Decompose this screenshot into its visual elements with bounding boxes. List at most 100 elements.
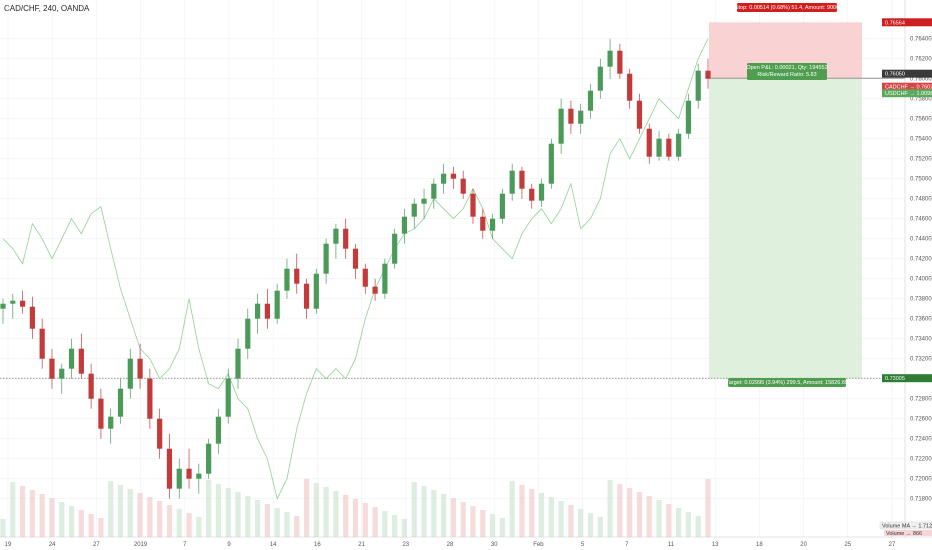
volume-bar <box>186 513 192 537</box>
volume-bar <box>39 494 45 537</box>
volume-bar <box>685 512 692 537</box>
y-tick-label: 0.72800 <box>910 397 932 403</box>
volume-bar <box>254 500 261 537</box>
candle <box>323 238 329 284</box>
candle <box>10 293 16 319</box>
x-tick-label: 21 <box>358 542 365 548</box>
candle <box>127 348 133 399</box>
position-label: Risk/Reward Ratio: 5.83 <box>757 72 816 78</box>
volume-bar <box>382 511 388 537</box>
volume-bar <box>78 510 84 537</box>
time-axis[interactable]: 19 24 27 2019 7 9 14 16 21 23 28 30 Feb 5 7 11 13 18 20 25 2… <box>0 536 932 548</box>
position-tool[interactable] <box>0 22 905 379</box>
candle <box>137 343 143 389</box>
volume-bar <box>636 492 643 537</box>
price-badge <box>882 89 932 98</box>
candle <box>705 58 711 89</box>
position-label: Target: 0.02995 (3.94%) 299.5, Amount: 1… <box>726 380 848 386</box>
x-tick-label: 28 <box>447 542 454 548</box>
y-tick-label: 0.73400 <box>910 337 932 343</box>
volume-bar <box>450 498 457 537</box>
candle <box>108 408 114 444</box>
usdchf-overlay-line <box>2 38 709 500</box>
volume-bar <box>294 516 300 537</box>
volume-ma-label: Volume MA → 1.712K <box>882 524 932 530</box>
volume-bar <box>147 497 153 537</box>
volume-bar <box>176 509 182 537</box>
volume-bar <box>49 498 55 537</box>
candle <box>421 188 427 219</box>
y-tick-label: 0.71800 <box>910 497 932 503</box>
volume-bar <box>264 504 270 537</box>
candle <box>117 378 124 424</box>
y-tick-label: 0.72400 <box>910 437 932 443</box>
volume-bar <box>392 515 398 537</box>
y-tick-label: 0.75600 <box>910 117 932 123</box>
volume-bar <box>538 493 545 537</box>
candle <box>284 258 290 299</box>
x-tick-label: 20 <box>800 542 807 548</box>
candles <box>0 38 711 499</box>
svg-text:0.73005: 0.73005 <box>885 376 905 382</box>
candle <box>333 223 339 259</box>
volume-bar <box>235 492 241 537</box>
volume-bar <box>529 489 535 537</box>
y-tick-label: 0.73600 <box>910 317 932 323</box>
candle <box>264 288 270 329</box>
price-axis[interactable]: 0.76400 0.76200 0.76000 0.75800 0.75600 0.754… <box>904 0 932 537</box>
y-tick-label: 0.74600 <box>910 217 932 223</box>
volume-bar <box>646 496 652 537</box>
y-tick-label: 0.75800 <box>910 97 932 103</box>
x-tick-label: 24 <box>49 542 56 548</box>
candle <box>401 208 408 244</box>
svg-text:0.76564: 0.76564 <box>885 20 905 26</box>
svg-text:USDCHF → 1.00984: USDCHF → 1.00984 <box>885 91 932 97</box>
candle <box>225 368 231 424</box>
candle <box>450 166 457 189</box>
x-tick-label: 16 <box>314 542 321 548</box>
candle <box>59 363 65 394</box>
volume-bar <box>157 501 163 537</box>
volume-bar <box>519 485 525 537</box>
candle <box>29 296 35 339</box>
candle <box>578 103 584 134</box>
candle <box>235 338 241 389</box>
candle <box>666 133 672 161</box>
volume-bar <box>29 490 35 537</box>
y-tick-label: 0.72000 <box>910 477 932 483</box>
position-label: Open P&L: 0.00021, Qty: 194552 <box>746 65 827 71</box>
y-tick-label: 0.76200 <box>910 57 932 63</box>
volume-bar <box>313 483 319 537</box>
x-tick-label: 11 <box>668 542 675 548</box>
x-tick-label: 9 <box>227 542 231 548</box>
price-badge <box>882 69 932 78</box>
volume-bar <box>352 499 359 537</box>
volume-bar <box>411 482 417 537</box>
volume-bar <box>127 489 133 537</box>
volume-bar <box>568 505 574 537</box>
x-tick-label: 30 <box>491 542 498 548</box>
y-tick-label: 0.73800 <box>910 297 932 303</box>
x-tick-label: 25 <box>844 542 851 548</box>
candle <box>695 63 701 109</box>
candle <box>431 178 437 209</box>
volume-bar <box>333 491 339 537</box>
candle <box>352 243 359 279</box>
volume-bar <box>0 519 6 537</box>
volume-bar <box>215 484 222 537</box>
volume-bar <box>59 502 65 537</box>
candle <box>176 458 182 499</box>
volume-bar <box>460 502 466 537</box>
candle <box>636 93 643 134</box>
volume-bar <box>627 488 633 537</box>
candle <box>343 218 349 259</box>
volume-bar <box>489 514 496 537</box>
candle <box>206 438 212 479</box>
svg-text:CADCHF → 0.76029: CADCHF → 0.76029 <box>885 85 932 91</box>
volume-bar <box>19 486 26 537</box>
candle <box>19 290 26 314</box>
x-tick-label: 7 <box>625 542 629 548</box>
candle <box>587 83 594 119</box>
candle <box>568 100 574 134</box>
